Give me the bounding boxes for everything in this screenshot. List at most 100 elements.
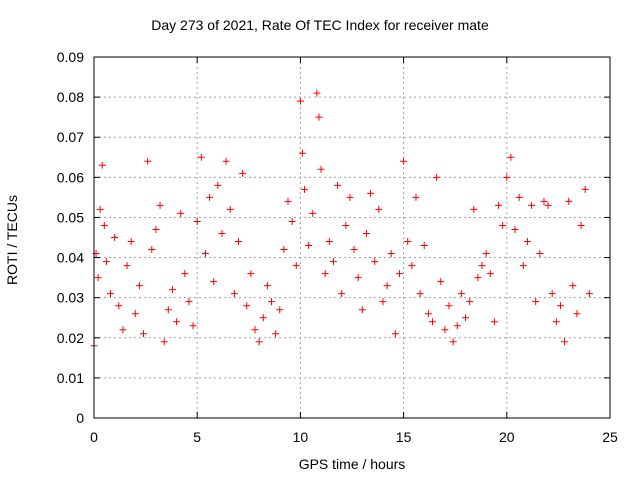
data-point: [98, 161, 106, 169]
data-point: [400, 157, 408, 165]
data-point: [371, 258, 379, 266]
y-tick-label: 0.09: [57, 49, 84, 65]
data-point: [462, 314, 470, 322]
data-point: [115, 302, 123, 310]
data-points: [90, 89, 593, 350]
data-point: [313, 89, 321, 97]
x-tick-label: 10: [293, 429, 309, 445]
data-point: [301, 185, 309, 193]
data-point: [433, 173, 441, 181]
data-point: [160, 338, 168, 346]
data-point: [276, 306, 284, 314]
data-point: [581, 185, 589, 193]
data-point: [507, 153, 515, 161]
data-point: [499, 221, 507, 229]
x-axis-ticks: 0 5 10 15 20 25: [90, 57, 618, 445]
data-point: [350, 246, 358, 254]
data-point: [218, 229, 226, 237]
data-point: [490, 318, 498, 326]
data-point: [445, 302, 453, 310]
data-point: [375, 205, 383, 213]
data-point: [395, 270, 403, 278]
data-point: [255, 338, 263, 346]
data-point: [185, 298, 193, 306]
data-point: [305, 242, 313, 250]
data-point: [573, 310, 581, 318]
data-point: [230, 290, 238, 298]
data-point: [532, 298, 540, 306]
data-point: [177, 209, 185, 217]
data-point: [148, 246, 156, 254]
data-point: [247, 270, 255, 278]
y-tick-label: 0.08: [57, 89, 84, 105]
data-point: [127, 238, 135, 246]
data-point: [420, 242, 428, 250]
data-point: [144, 157, 152, 165]
data-point: [457, 290, 465, 298]
data-point: [96, 205, 104, 213]
data-point: [140, 330, 148, 338]
data-point: [486, 270, 494, 278]
x-tick-label: 25: [602, 429, 618, 445]
data-point: [317, 165, 325, 173]
data-point: [519, 262, 527, 270]
data-point: [404, 238, 412, 246]
data-point: [168, 286, 176, 294]
data-point: [315, 113, 323, 121]
data-point: [119, 326, 127, 334]
data-point: [391, 330, 399, 338]
data-point: [135, 282, 143, 290]
data-point: [197, 153, 205, 161]
data-point: [131, 310, 139, 318]
data-point: [569, 282, 577, 290]
data-point: [561, 338, 569, 346]
y-axis-label: ROTI / TECUs: [4, 195, 20, 285]
data-point: [379, 298, 387, 306]
data-point: [474, 274, 482, 282]
data-point: [111, 234, 119, 241]
x-tick-label: 15: [396, 429, 412, 445]
data-point: [367, 189, 375, 197]
data-point: [309, 209, 317, 217]
data-point: [536, 250, 544, 258]
x-tick-label: 20: [499, 429, 515, 445]
data-point: [342, 221, 350, 229]
data-point: [201, 250, 209, 258]
data-point: [470, 205, 478, 213]
data-point: [123, 262, 131, 270]
data-point: [280, 246, 288, 254]
data-point: [259, 314, 267, 322]
data-point: [387, 250, 395, 258]
y-tick-label: 0.07: [57, 129, 84, 145]
data-point: [346, 193, 354, 201]
data-point: [214, 181, 222, 189]
data-point: [298, 149, 306, 157]
data-point: [416, 290, 424, 298]
y-tick-label: 0.04: [57, 250, 84, 266]
chart-title: Day 273 of 2021, Rate Of TEC Index for r…: [151, 17, 489, 33]
data-point: [511, 225, 519, 233]
data-point: [325, 238, 333, 246]
data-point: [222, 157, 230, 165]
data-point: [100, 221, 108, 229]
x-tick-label: 5: [193, 429, 201, 445]
y-tick-label: 0.05: [57, 209, 84, 225]
data-point: [556, 302, 564, 310]
y-tick-label: 0.01: [57, 370, 84, 386]
data-point: [102, 258, 110, 266]
data-point: [181, 270, 189, 278]
y-axis-ticks: 0 0.01 0.02 0.03 0.04 0.05 0.06 0.07 0.08 0.09: [57, 49, 610, 426]
data-point: [239, 169, 247, 177]
data-point: [362, 229, 370, 237]
data-point: [189, 322, 197, 330]
data-point: [358, 306, 366, 314]
plot-frame: [93, 56, 611, 419]
data-point: [495, 201, 503, 209]
data-point: [577, 221, 585, 229]
data-point: [424, 310, 432, 318]
data-point: [453, 322, 461, 330]
data-point: [272, 330, 280, 338]
data-point: [540, 197, 548, 205]
data-point: [482, 250, 490, 258]
